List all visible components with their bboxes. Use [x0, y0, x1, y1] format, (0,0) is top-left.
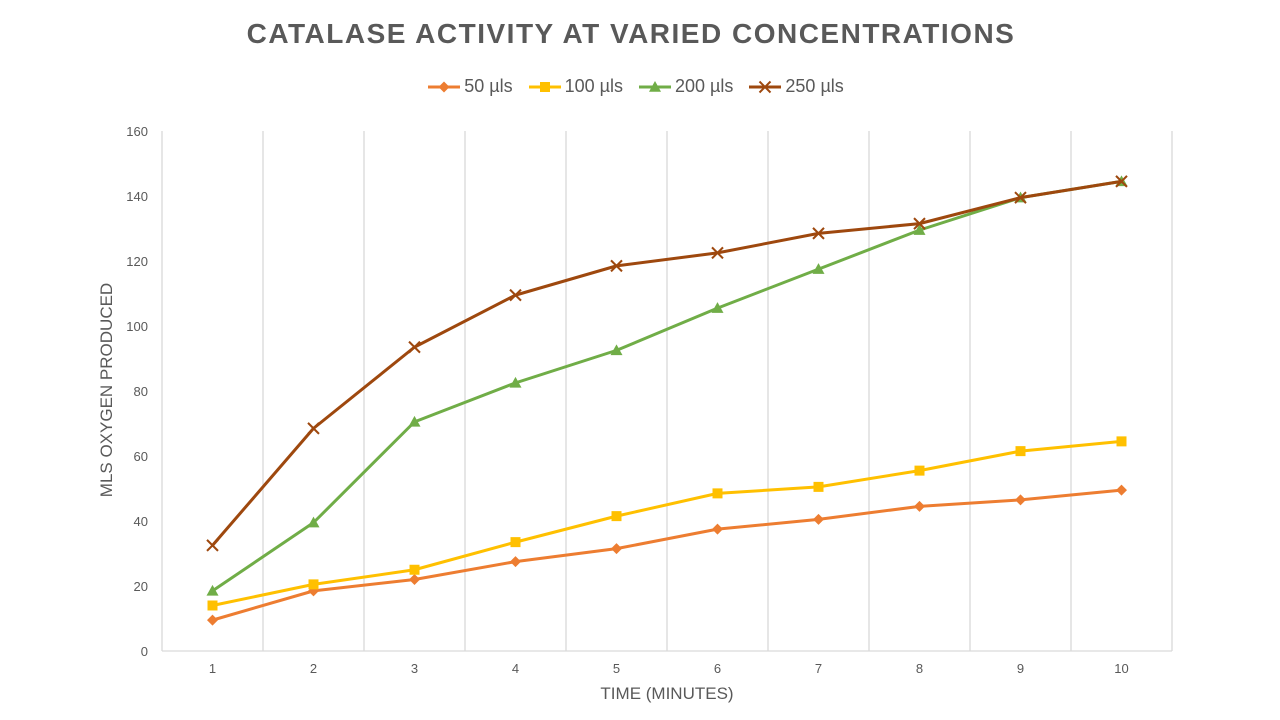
- legend-label-series-4: 250 µls: [785, 76, 844, 96]
- y-tick-label: 80: [134, 384, 148, 399]
- series-4-point: [711, 246, 724, 260]
- series-1-point: [409, 574, 420, 585]
- series-4-point: [913, 217, 926, 230]
- y-tick-label: 40: [134, 514, 148, 529]
- series-2-line: [212, 439, 1122, 607]
- x-tick-label: 9: [1017, 661, 1024, 676]
- series-4-point-stroke: [408, 340, 421, 354]
- y-tick-label: 0: [141, 644, 148, 659]
- x-tick-label: 1: [209, 661, 216, 676]
- series-4-point-stroke: [206, 539, 219, 552]
- series-group: [206, 175, 1128, 626]
- series-1-point: [813, 513, 824, 525]
- series-3-point: [610, 344, 623, 356]
- x-tick-label: 8: [916, 661, 923, 676]
- series-3-point: [408, 415, 421, 427]
- series-3-point: [307, 516, 320, 528]
- series-1: [207, 484, 1127, 626]
- series-4-point: [206, 539, 219, 552]
- series-1-point: [611, 543, 622, 555]
- legend-swatch-marker: [649, 80, 661, 92]
- series-3: [206, 175, 1128, 596]
- series-4-point-stroke: [610, 259, 623, 273]
- gridlines: [161, 131, 1173, 651]
- legend-swatch-marker-stroke: [759, 80, 772, 93]
- legend-label-series-3: 200 µls: [675, 76, 734, 96]
- axes: 0 20 40 60 80 100 120 140 160 1 2 3 4 5 6 7 8 9 10: [126, 124, 1172, 676]
- y-axis-title: MLS OXYGEN PRODUCED: [97, 283, 116, 497]
- legend-swatch-series-2: [528, 81, 561, 92]
- y-tick-label: 60: [134, 449, 148, 464]
- series-4-point-stroke: [913, 217, 926, 230]
- series-2-point: [1116, 436, 1127, 447]
- series-1-point: [1015, 494, 1026, 506]
- series-4-point: [1014, 191, 1027, 204]
- series-4-point: [812, 227, 825, 240]
- legend-label-series-1: 50 µls: [464, 76, 513, 96]
- series-1-line: [212, 488, 1122, 622]
- series-4-point: [1115, 175, 1128, 188]
- legend-swatch-series-1: [428, 81, 461, 92]
- series-2-point: [1015, 446, 1026, 457]
- legend-swatch-marker: [759, 80, 772, 93]
- x-tick-label: 3: [411, 661, 418, 676]
- series-2-point: [409, 564, 420, 575]
- series-2-point: [510, 537, 521, 548]
- series-2-point: [914, 465, 925, 476]
- legend-swatch-series-4: [749, 80, 782, 93]
- series-1-point: [207, 614, 218, 626]
- series-1-point: [1116, 484, 1127, 496]
- legend-item-series-1: 50 µls: [426, 76, 513, 97]
- y-tick-label: 100: [126, 319, 148, 334]
- x-tick-label: 4: [512, 661, 519, 676]
- series-4-point: [408, 340, 421, 354]
- series-3-point: [509, 376, 522, 388]
- series-4-point: [509, 288, 522, 302]
- series-3-point: [711, 302, 724, 313]
- series-4-point-stroke: [711, 246, 724, 260]
- legend-item-series-4: 250 µls: [747, 76, 844, 97]
- x-tick-label: 10: [1114, 661, 1128, 676]
- series-4: [206, 175, 1128, 552]
- x-tick-label: 7: [815, 661, 822, 676]
- x-axis-title: TIME (MINUTES): [600, 684, 733, 703]
- series-2: [207, 436, 1127, 611]
- x-tick-label: 6: [714, 661, 721, 676]
- series-3-point: [913, 224, 926, 235]
- legend-swatch-marker: [539, 81, 550, 92]
- series-4-line: [211, 179, 1122, 547]
- legend-label-series-2: 100 µls: [564, 76, 623, 96]
- y-tick-label: 20: [134, 579, 148, 594]
- series-4-point-stroke: [812, 227, 825, 240]
- legend-item-series-2: 100 µls: [527, 76, 623, 97]
- series-3-point: [206, 584, 219, 596]
- series-2-point: [207, 600, 218, 611]
- y-tick-label: 120: [126, 254, 148, 269]
- series-3-line: [211, 179, 1122, 593]
- chart-title: CATALASE ACTIVITY AT VARIED CONCENTRATIO…: [246, 18, 1016, 49]
- series-4-point-stroke: [509, 288, 522, 302]
- series-4-point-stroke: [1115, 175, 1128, 188]
- series-4-point: [610, 259, 623, 273]
- series-4-point-stroke: [1014, 191, 1027, 204]
- series-2-point: [712, 488, 723, 499]
- y-tick-label: 140: [126, 189, 148, 204]
- x-tick-label: 5: [613, 661, 620, 676]
- series-1-point: [914, 500, 925, 512]
- y-tick-label: 160: [126, 124, 148, 139]
- legend-swatch-marker: [438, 81, 450, 92]
- series-1-point: [510, 556, 521, 568]
- legend-item-series-3: 200 µls: [637, 76, 733, 97]
- series-2-point: [813, 481, 824, 492]
- series-2-point: [611, 511, 622, 522]
- legend-swatch-series-3: [639, 80, 671, 92]
- series-3-point: [812, 263, 825, 274]
- series-1-point: [712, 523, 723, 535]
- series-4-point: [307, 422, 320, 435]
- chart-legend: 50 µls 100 µls 200 µls 250 µls: [0, 76, 1270, 97]
- series-2-point: [308, 579, 319, 590]
- x-tick-label: 2: [310, 661, 317, 676]
- series-4-point-stroke: [307, 422, 320, 435]
